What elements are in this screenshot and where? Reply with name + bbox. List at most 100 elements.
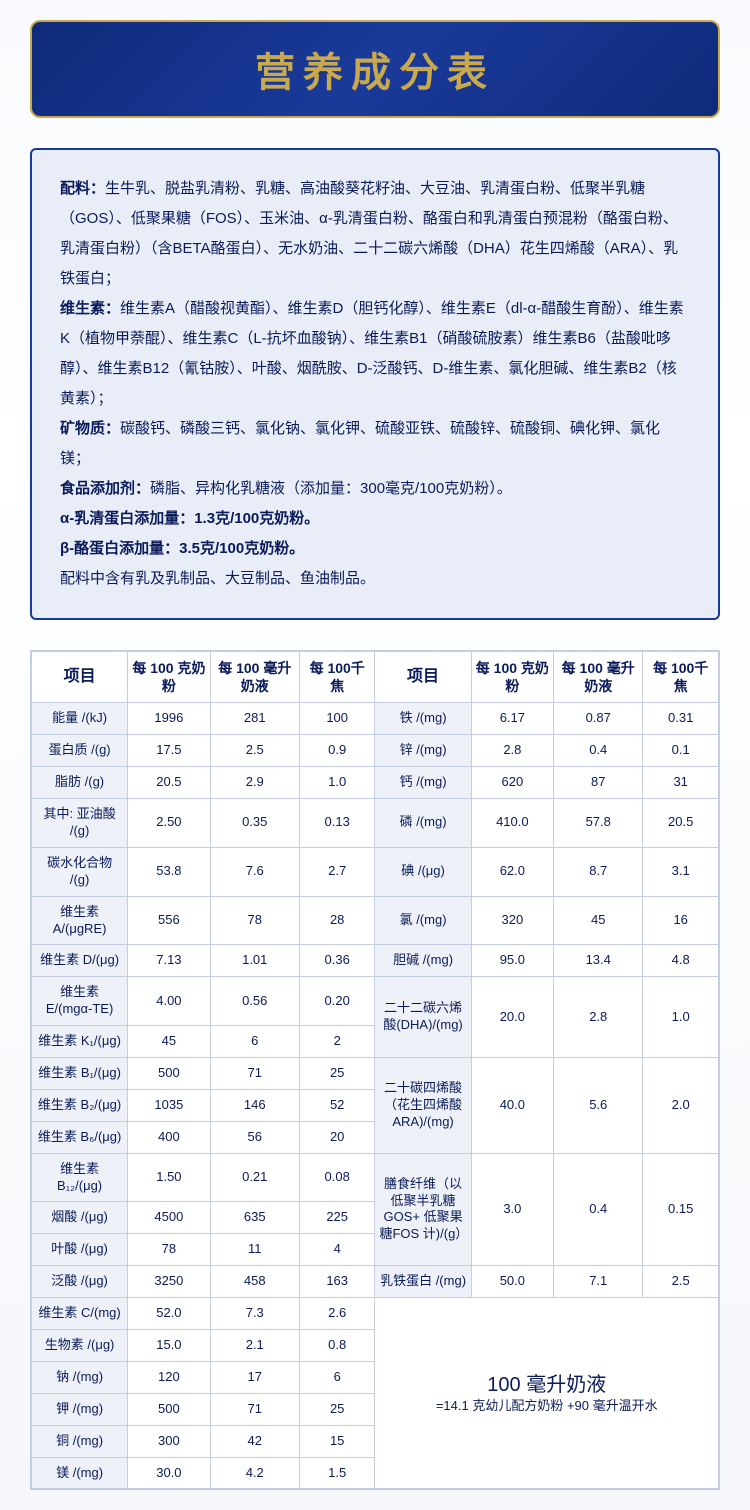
cell-value: 71 (210, 1393, 299, 1425)
col-item-left: 项目 (32, 652, 128, 703)
cell-value: 4500 (128, 1202, 210, 1234)
col-per100ml-right: 每 100 毫升奶液 (554, 652, 643, 703)
cell-value: 45 (128, 1026, 210, 1058)
minerals-line: 矿物质：碳酸钙、磷酸三钙、氯化钠、氯化钾、硫酸亚铁、硫酸锌、硫酸铜、碘化钾、氯化… (60, 414, 690, 474)
cell-value: 50.0 (471, 1266, 553, 1298)
cell-value: 15.0 (128, 1329, 210, 1361)
col-per100kj-left: 每 100千焦 (299, 652, 375, 703)
cell-value: 1.01 (210, 945, 299, 977)
cell-value: 4 (299, 1234, 375, 1266)
cell-value: 1.0 (299, 767, 375, 799)
table-row: 泛酸 /(μg)3250458163乳铁蛋白 /(mg)50.07.12.5 (32, 1266, 719, 1298)
cell-value: 6 (210, 1026, 299, 1058)
cell-value: 6 (299, 1361, 375, 1393)
cell-value: 7.6 (210, 847, 299, 896)
row-label: 能量 /(kJ) (32, 703, 128, 735)
row-label: 维生素 C/(mg) (32, 1298, 128, 1330)
cell-value: 0.35 (210, 799, 299, 848)
cell-value: 17 (210, 1361, 299, 1393)
cell-value: 146 (210, 1089, 299, 1121)
row-label: 膳食纤维（以低聚半乳糖GOS+ 低聚果糖FOS 计)/(g） (375, 1153, 471, 1266)
table-row: 维生素 E/(mgα-TE)4.000.560.20二十二碳六烯酸(DHA)/(… (32, 977, 719, 1026)
alpha-line: α-乳清蛋白添加量：1.3克/100克奶粉。 (60, 504, 690, 534)
title-banner: 营养成分表 (30, 20, 720, 118)
cell-value: 87 (554, 767, 643, 799)
table-row: 维生素 B₁₂/(μg)1.500.210.08膳食纤维（以低聚半乳糖GOS+ … (32, 1153, 719, 1202)
cell-value: 78 (210, 896, 299, 945)
cell-value: 300 (128, 1425, 210, 1457)
row-label: 烟酸 /(μg) (32, 1202, 128, 1234)
cell-value: 52 (299, 1089, 375, 1121)
cell-value: 0.36 (299, 945, 375, 977)
cell-value: 620 (471, 767, 553, 799)
row-label: 碘 /(μg) (375, 847, 471, 896)
cell-value: 1035 (128, 1089, 210, 1121)
row-label: 磷 /(mg) (375, 799, 471, 848)
beta-line: β-酪蛋白添加量：3.5克/100克奶粉。 (60, 534, 690, 564)
table-row: 碳水化合物 /(g)53.87.62.7碘 /(μg)62.08.73.1 (32, 847, 719, 896)
cell-value: 2.7 (299, 847, 375, 896)
cell-value: 0.9 (299, 735, 375, 767)
table-row: 维生素 C/(mg)52.07.32.6100 毫升奶液=14.1 克幼儿配方奶… (32, 1298, 719, 1330)
cell-value: 78 (128, 1234, 210, 1266)
table-row: 其中: 亚油酸 /(g)2.500.350.13磷 /(mg)410.057.8… (32, 799, 719, 848)
cell-value: 0.1 (643, 735, 719, 767)
table-row: 脂肪 /(g)20.52.91.0钙 /(mg)6208731 (32, 767, 719, 799)
cell-value: 2.8 (554, 977, 643, 1058)
cell-value: 2.8 (471, 735, 553, 767)
cell-value: 2.6 (299, 1298, 375, 1330)
cell-value: 2.9 (210, 767, 299, 799)
row-label: 维生素 B₁/(μg) (32, 1057, 128, 1089)
cell-value: 2 (299, 1026, 375, 1058)
allergen-line: 配料中含有乳及乳制品、大豆制品、鱼油制品。 (60, 564, 690, 594)
cell-value: 52.0 (128, 1298, 210, 1330)
col-item-right: 项目 (375, 652, 471, 703)
cell-value: 3.1 (643, 847, 719, 896)
cell-value: 2.0 (643, 1057, 719, 1153)
vitamins-line: 维生素：维生素A（醋酸视黄酯）、维生素D（胆钙化醇）、维生素E（dl-α-醋酸生… (60, 294, 690, 414)
cell-value: 7.13 (128, 945, 210, 977)
reconstitution-note: 100 毫升奶液=14.1 克幼儿配方奶粉 +90 毫升温开水 (375, 1298, 719, 1489)
cell-value: 458 (210, 1266, 299, 1298)
cell-value: 410.0 (471, 799, 553, 848)
row-label: 维生素 A/(μgRE) (32, 896, 128, 945)
cell-value: 320 (471, 896, 553, 945)
cell-value: 500 (128, 1393, 210, 1425)
col-per100g-right: 每 100 克奶粉 (471, 652, 553, 703)
cell-value: 1.5 (299, 1457, 375, 1489)
row-label: 生物素 /(μg) (32, 1329, 128, 1361)
ingredients-label: 配料： (60, 180, 105, 197)
cell-value: 4.8 (643, 945, 719, 977)
cell-value: 45 (554, 896, 643, 945)
cell-value: 0.31 (643, 703, 719, 735)
cell-value: 635 (210, 1202, 299, 1234)
cell-value: 20.0 (471, 977, 553, 1058)
cell-value: 25 (299, 1057, 375, 1089)
additives-label: 食品添加剂： (60, 480, 150, 497)
cell-value: 20.5 (128, 767, 210, 799)
cell-value: 0.4 (554, 1153, 643, 1266)
cell-value: 0.08 (299, 1153, 375, 1202)
cell-value: 8.7 (554, 847, 643, 896)
row-label: 泛酸 /(μg) (32, 1266, 128, 1298)
row-label: 二十二碳六烯酸(DHA)/(mg) (375, 977, 471, 1058)
cell-value: 17.5 (128, 735, 210, 767)
cell-value: 100 (299, 703, 375, 735)
cell-value: 11 (210, 1234, 299, 1266)
additives-text: 磷脂、异构化乳糖液（添加量：300毫克/100克奶粉）。 (150, 480, 512, 497)
nutrition-table-container: 项目 每 100 克奶粉 每 100 毫升奶液 每 100千焦 项目 每 100… (30, 650, 720, 1490)
row-label: 维生素 B₁₂/(μg) (32, 1153, 128, 1202)
cell-value: 0.4 (554, 735, 643, 767)
cell-value: 2.5 (643, 1266, 719, 1298)
cell-value: 556 (128, 896, 210, 945)
table-row: 蛋白质 /(g)17.52.50.9锌 /(mg)2.80.40.1 (32, 735, 719, 767)
cell-value: 15 (299, 1425, 375, 1457)
cell-value: 7.3 (210, 1298, 299, 1330)
ingredients-text: 生牛乳、脱盐乳清粉、乳糖、高油酸葵花籽油、大豆油、乳清蛋白粉、低聚半乳糖（GOS… (60, 180, 678, 287)
cell-value: 28 (299, 896, 375, 945)
cell-value: 16 (643, 896, 719, 945)
cell-value: 281 (210, 703, 299, 735)
cell-value: 1996 (128, 703, 210, 735)
row-label: 二十碳四烯酸（花生四烯酸ARA)/(mg) (375, 1057, 471, 1153)
cell-value: 95.0 (471, 945, 553, 977)
